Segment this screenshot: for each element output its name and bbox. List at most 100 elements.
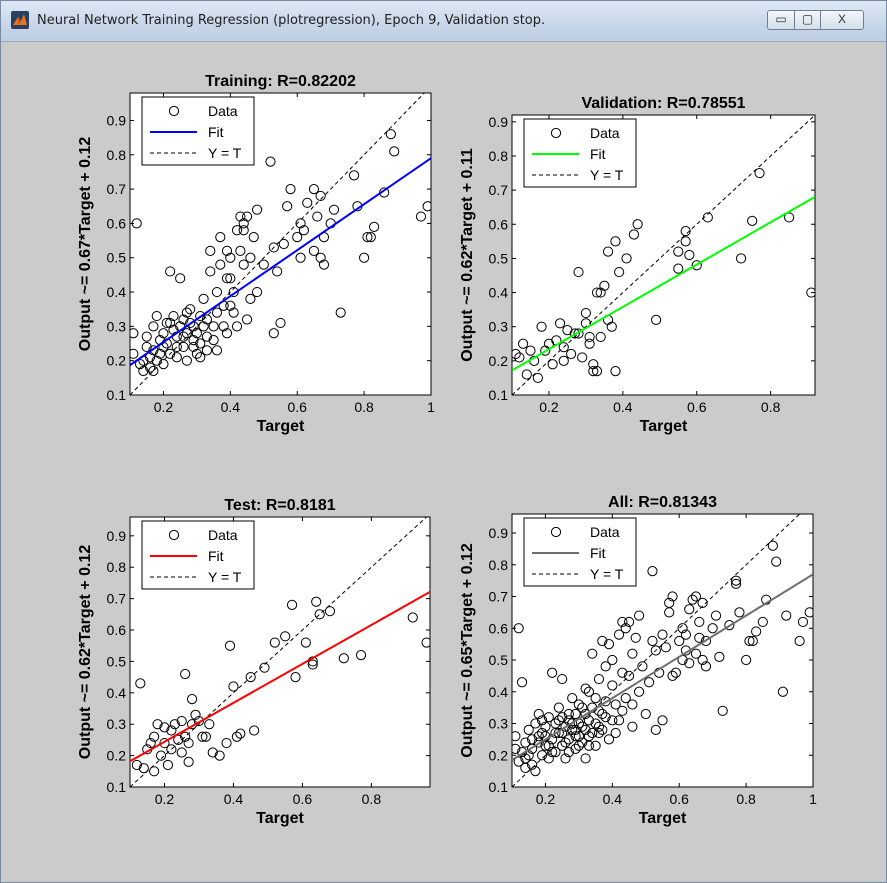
data-point <box>532 372 543 384</box>
data-point <box>176 747 187 758</box>
x-axis-label: Target <box>257 418 305 435</box>
data-point <box>597 724 608 735</box>
data-point <box>138 763 149 774</box>
data-point <box>338 653 349 664</box>
data-point <box>188 341 199 353</box>
data-point <box>130 328 139 339</box>
data-point <box>205 266 216 277</box>
minimize-button[interactable]: ▭ <box>767 10 795 30</box>
data-point <box>610 236 621 247</box>
data-point <box>155 348 166 359</box>
data-point <box>176 715 187 727</box>
data-point <box>215 259 226 270</box>
data-point <box>570 708 581 720</box>
data-point <box>647 566 658 577</box>
data-point <box>205 245 216 256</box>
close-button[interactable]: X <box>820 10 864 30</box>
y-tick-label: 0.4 <box>107 284 127 300</box>
data-point <box>617 616 628 628</box>
data-point <box>550 746 561 758</box>
data-point <box>707 623 718 634</box>
data-point <box>667 591 678 602</box>
legend-fit-label: Fit <box>208 548 224 564</box>
data-point <box>781 610 792 621</box>
title-bar[interactable]: Neural Network Training Regression (plot… <box>1 1 886 42</box>
data-point <box>651 314 662 325</box>
data-point <box>694 632 705 643</box>
data-point <box>741 654 752 666</box>
legend-data-label: Data <box>208 527 238 543</box>
data-point <box>144 352 156 363</box>
data-point <box>218 321 229 332</box>
y-tick-label: 0.5 <box>489 652 509 668</box>
data-point <box>690 648 702 659</box>
data-point <box>735 253 747 264</box>
data-point <box>135 678 146 689</box>
data-point <box>690 591 702 602</box>
data-point <box>680 629 692 640</box>
data-point <box>710 610 722 621</box>
data-point <box>597 708 608 720</box>
data-point <box>161 317 172 329</box>
data-point <box>275 317 286 329</box>
data-point <box>590 740 601 751</box>
data-point <box>684 658 695 669</box>
data-point <box>577 737 588 748</box>
x-tick-label: 0.2 <box>536 791 556 807</box>
data-point <box>583 715 595 726</box>
fit-line <box>512 195 815 372</box>
data-point <box>328 204 340 215</box>
data-point <box>543 753 554 764</box>
maximize-button[interactable]: ▢ <box>794 10 821 30</box>
data-point <box>159 722 170 733</box>
data-point <box>300 637 311 648</box>
data-point <box>599 280 610 291</box>
data-point <box>569 328 580 339</box>
data-point <box>673 246 684 257</box>
data-point <box>584 331 595 343</box>
data-point <box>525 345 536 356</box>
data-point <box>235 211 246 222</box>
data-point <box>537 727 548 739</box>
data-point <box>657 629 668 640</box>
data-point <box>530 766 541 777</box>
data-point <box>295 252 306 263</box>
data-point <box>521 369 532 380</box>
data-point <box>684 249 695 261</box>
data-point <box>369 221 380 232</box>
y-tick-label: 0.5 <box>489 250 509 266</box>
data-point <box>627 648 638 659</box>
data-point <box>131 759 142 771</box>
y-tick-label: 0.5 <box>107 653 127 669</box>
legend-yt-label: Y = T <box>208 569 242 585</box>
data-point <box>700 661 712 672</box>
data-point <box>633 610 645 621</box>
data-point <box>730 578 742 589</box>
x-axis-label: Target <box>640 418 688 435</box>
legend-data-label: Data <box>590 125 620 141</box>
data-point <box>181 328 192 339</box>
data-point <box>512 348 521 360</box>
data-point <box>185 304 196 315</box>
x-tick-label: 0.8 <box>362 791 382 807</box>
data-point <box>214 750 225 761</box>
data-point <box>734 607 745 618</box>
x-tick-label: 0.6 <box>293 791 313 807</box>
data-point <box>614 266 625 278</box>
data-point <box>318 259 330 270</box>
data-point <box>193 715 205 727</box>
data-point <box>563 746 574 758</box>
data-point <box>620 693 631 704</box>
data-point <box>533 731 544 742</box>
data-point <box>130 348 139 359</box>
legend: Data Fit Y = T <box>523 118 637 188</box>
y-tick-label: 0.1 <box>489 387 509 403</box>
data-point <box>180 668 191 680</box>
data-point <box>190 709 201 720</box>
x-tick-label: 0.2 <box>155 791 175 807</box>
legend-fit-label: Fit <box>208 124 224 140</box>
data-point <box>204 719 215 730</box>
data-point <box>600 696 611 707</box>
data-point <box>700 635 712 647</box>
data-point <box>298 225 310 236</box>
